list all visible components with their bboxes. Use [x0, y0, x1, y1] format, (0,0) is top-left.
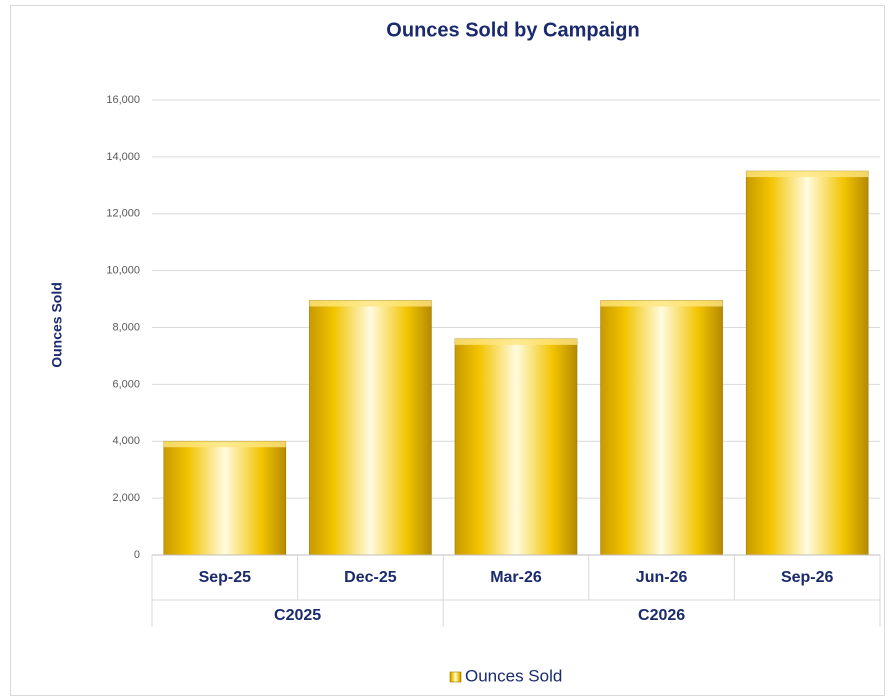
- bar-cap: [455, 338, 577, 345]
- x-tick-label: Sep-26: [781, 569, 834, 586]
- bar: [309, 300, 432, 556]
- bar-cap: [309, 300, 432, 307]
- bar: [745, 170, 869, 556]
- legend-swatch: [449, 671, 462, 683]
- y-tick-label: 12,000: [106, 208, 140, 220]
- y-tick-label: 10,000: [106, 265, 140, 277]
- group-label: C2025: [274, 607, 321, 624]
- bar: [454, 338, 578, 556]
- x-tick-label: Sep-25: [199, 569, 252, 586]
- y-tick-label: 8,000: [112, 321, 140, 333]
- group-label: C2026: [638, 607, 685, 624]
- y-tick-label: 4,000: [112, 435, 140, 447]
- bar: [163, 440, 287, 556]
- x-tick-label: Mar-26: [490, 569, 542, 586]
- bar: [600, 300, 723, 556]
- x-tick-label: Dec-25: [344, 569, 397, 586]
- legend-label: Ounces Sold: [465, 666, 562, 685]
- chart-title: Ounces Sold by Campaign: [386, 19, 639, 41]
- y-axis-title: Ounces Sold: [49, 282, 65, 368]
- bar-cap: [600, 300, 723, 307]
- y-tick-label: 2,000: [112, 492, 140, 504]
- y-tick-label: 16,000: [106, 94, 140, 106]
- y-tick-label: 14,000: [106, 151, 140, 163]
- chart-border: [10, 5, 885, 696]
- x-tick-label: Jun-26: [636, 569, 688, 586]
- y-tick-label: 0: [134, 549, 140, 561]
- bar-cap: [163, 441, 286, 448]
- bar-cap: [746, 171, 869, 178]
- y-tick-label: 6,000: [112, 378, 140, 390]
